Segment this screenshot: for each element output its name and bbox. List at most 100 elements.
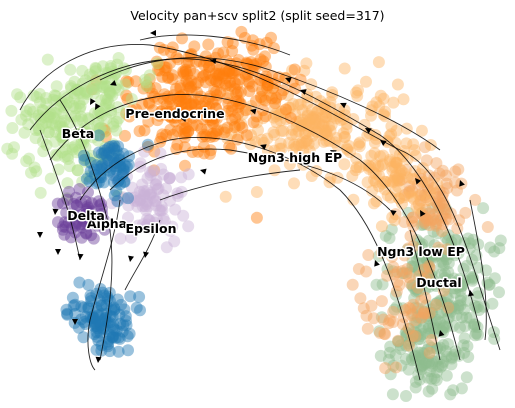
- cell-point: [63, 96, 76, 109]
- cell-point: [442, 311, 455, 324]
- cell-point: [425, 268, 438, 281]
- cell-point: [384, 175, 397, 188]
- cluster-labels-layer: Ductal Ngn3 low EP Ngn3 high EP Pre-endocri…: [60, 105, 466, 292]
- cell-point: [391, 172, 404, 185]
- cell-point: [453, 214, 466, 227]
- cell-point: [397, 167, 410, 180]
- cell-point: [11, 88, 24, 101]
- cell-point: [104, 164, 116, 177]
- cell-point: [445, 240, 457, 253]
- cell-point: [61, 307, 74, 320]
- cell-point: [418, 215, 431, 227]
- velocity-streamline: [59, 99, 113, 361]
- cell-point: [435, 268, 448, 280]
- cell-point: [72, 83, 85, 96]
- cell-point: [103, 87, 116, 99]
- cell-point: [309, 111, 322, 124]
- cell-point: [296, 104, 309, 117]
- cell-point: [295, 119, 308, 132]
- cell-point: [419, 310, 432, 323]
- cell-point: [73, 144, 86, 156]
- cell-point: [82, 170, 95, 183]
- cell-point: [391, 78, 404, 91]
- cell-point: [64, 116, 76, 129]
- cell-point: [231, 78, 244, 91]
- velocity-arrowhead: [95, 103, 101, 110]
- velocity-arrowhead: [77, 253, 84, 260]
- cell-point: [241, 68, 254, 81]
- cell-point: [315, 111, 328, 124]
- cell-point: [170, 111, 183, 124]
- cell-point: [389, 156, 402, 168]
- cell-point: [407, 240, 420, 253]
- cell-point: [458, 346, 471, 359]
- cell-point: [175, 122, 188, 135]
- cell-point: [188, 40, 201, 53]
- cell-point: [420, 299, 433, 312]
- cell-point: [386, 211, 399, 224]
- cell-point: [286, 64, 299, 77]
- cell-point: [225, 142, 238, 155]
- cell-point: [69, 217, 82, 230]
- cell-point: [92, 134, 105, 147]
- cell-point: [378, 327, 391, 340]
- cell-point: [184, 64, 197, 77]
- cell-point: [436, 164, 449, 177]
- velocity-arrowhead: [72, 319, 78, 325]
- cell-point: [145, 222, 157, 235]
- cell-point: [391, 174, 403, 187]
- cell-point: [124, 290, 137, 303]
- cell-point: [87, 232, 100, 245]
- cell-point: [426, 250, 439, 263]
- velocity-arrowhead: [180, 116, 187, 122]
- cell-point: [461, 340, 474, 353]
- cell-point: [73, 183, 86, 195]
- cell-point: [398, 267, 411, 279]
- cell-point: [114, 161, 127, 173]
- cell-point: [142, 96, 155, 109]
- cell-point: [57, 129, 70, 142]
- cell-point: [407, 330, 420, 343]
- cell-point: [158, 108, 171, 121]
- cell-point: [382, 317, 395, 330]
- cell-point: [219, 108, 232, 120]
- cell-point: [185, 99, 198, 111]
- cell-point: [144, 169, 157, 182]
- velocity-arrowhead: [110, 80, 117, 86]
- cell-point: [370, 96, 383, 109]
- cell-point: [168, 235, 181, 248]
- cell-point: [178, 131, 191, 144]
- cell-point: [177, 65, 190, 78]
- cell-point: [122, 344, 134, 357]
- cell-point: [393, 279, 406, 292]
- cell-point: [107, 176, 120, 188]
- cell-point: [90, 320, 103, 332]
- cell-point: [268, 102, 281, 115]
- cell-point: [133, 125, 146, 138]
- cell-point: [419, 218, 432, 231]
- cell-point: [404, 302, 417, 315]
- cell-point: [288, 138, 301, 151]
- cell-point: [106, 89, 119, 102]
- cell-point: [219, 72, 232, 85]
- cell-point: [279, 106, 292, 119]
- cell-point: [294, 73, 307, 86]
- cell-point: [267, 111, 280, 124]
- cell-point: [308, 120, 321, 133]
- cell-point: [447, 272, 460, 285]
- cell-point: [373, 325, 386, 338]
- cell-point: [96, 60, 109, 73]
- cell-point: [114, 232, 127, 245]
- cell-point: [397, 93, 410, 106]
- cell-point: [414, 168, 427, 181]
- cell-point: [106, 140, 119, 153]
- cell-point: [228, 119, 241, 131]
- cell-point: [94, 107, 107, 120]
- cell-point: [390, 156, 403, 169]
- cell-point: [402, 186, 415, 199]
- cell-point: [488, 272, 501, 285]
- cell-point: [29, 124, 42, 136]
- cell-point: [112, 331, 125, 344]
- cell-point: [462, 351, 475, 363]
- cell-point: [261, 132, 274, 145]
